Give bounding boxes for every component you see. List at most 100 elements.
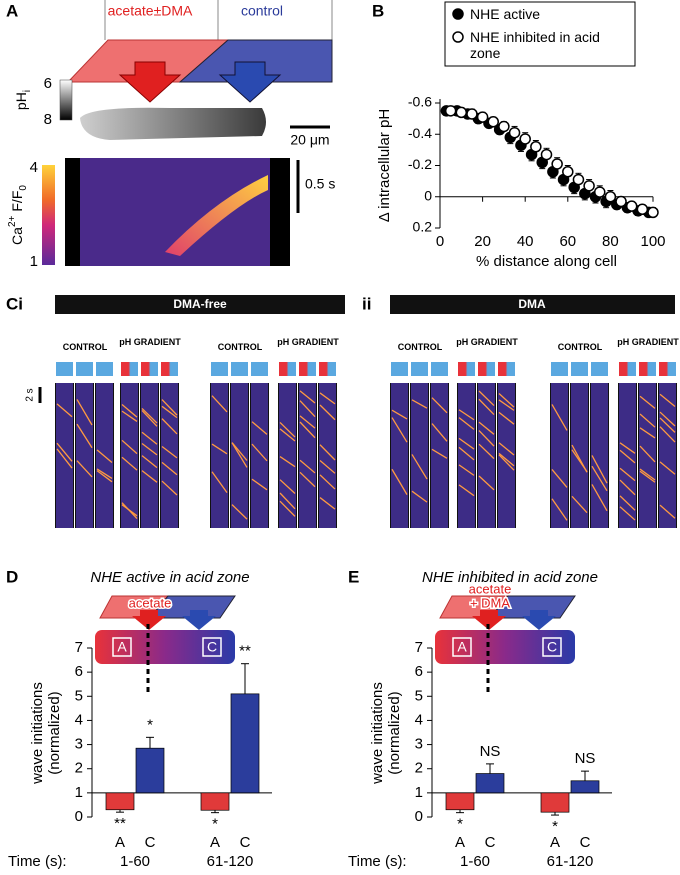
y-tick-label: 5	[75, 687, 83, 704]
y-tick-label: 0.2	[413, 219, 433, 235]
calcium-wave	[639, 427, 656, 439]
stimulus-square	[56, 362, 73, 376]
significance-label: *	[147, 716, 153, 733]
treatment-label: acetate	[469, 581, 512, 596]
calcium-wave	[478, 421, 495, 435]
significance-label: *	[457, 816, 463, 833]
calcium-wave	[161, 461, 178, 476]
calcium-wave	[639, 470, 656, 483]
cell-image	[80, 107, 266, 140]
calcium-wave	[161, 405, 178, 419]
y-label-group: Δ intracellular pH	[376, 109, 393, 222]
data-point	[487, 116, 499, 128]
kymograph-strip	[639, 383, 656, 528]
data-point	[540, 148, 553, 161]
y-tick-label: 6	[75, 663, 83, 680]
panel-label: B	[372, 1, 384, 20]
data-point	[551, 158, 563, 170]
x-tick-label: 60	[559, 233, 576, 250]
kymograph-strip	[431, 383, 448, 528]
arrow	[522, 610, 556, 630]
time-scale-label: 2 s	[25, 388, 36, 401]
y-tick-label: 1	[75, 784, 83, 801]
x-tick-label: A	[455, 834, 465, 851]
calcium-wave	[161, 399, 178, 416]
arrow	[472, 610, 506, 630]
bar	[475, 773, 505, 794]
calcium-wave	[161, 445, 178, 459]
ph-colorbar	[59, 79, 73, 121]
significance-label: *	[212, 816, 218, 833]
calcium-wave	[231, 504, 248, 520]
y-tick-label: 0	[415, 808, 423, 825]
zone-box	[112, 637, 132, 657]
kymograph-strip	[498, 383, 515, 528]
data-point	[476, 111, 489, 123]
significance-label: NS	[575, 750, 596, 767]
y-tick-label: -0.2	[408, 156, 432, 172]
calcium-wave	[96, 470, 113, 483]
kymograph-strip	[299, 383, 316, 528]
stimulus-square	[551, 362, 568, 376]
y-axis-label: wave initiations (normalized)	[29, 681, 63, 784]
bar	[230, 693, 260, 794]
legend-marker	[452, 8, 464, 20]
data-point	[466, 108, 478, 120]
ph-label: pHi	[13, 90, 33, 110]
stimulus-square	[231, 362, 248, 376]
calcium-wave	[659, 417, 676, 433]
calcium-wave	[211, 443, 228, 455]
stimulus-square	[96, 362, 113, 376]
calcium-wave	[659, 504, 676, 519]
data-point	[519, 133, 531, 145]
x-tick-label: A	[550, 834, 560, 851]
calcium-wave	[279, 492, 296, 510]
calcium-wave	[458, 409, 475, 421]
kymograph-strip	[76, 383, 93, 528]
zone-label: C	[547, 639, 557, 655]
calcium-wave	[56, 448, 73, 469]
calcium-wave	[279, 421, 296, 438]
kymograph-strip	[478, 383, 495, 528]
stimulus-square	[76, 362, 93, 376]
stimulus-square	[121, 362, 138, 376]
scale-label: 20 μm	[290, 132, 329, 148]
calcium-wave	[458, 437, 475, 450]
calcium-wave	[211, 395, 228, 413]
calcium-wave	[498, 454, 515, 471]
calcium-wave	[431, 423, 448, 442]
calcium-wave	[319, 497, 336, 510]
calcium-wave	[299, 471, 316, 488]
y-tick-label: 5	[415, 687, 423, 704]
kymograph-strip	[56, 383, 73, 528]
legend-label: NHE inhibited in acid zone	[470, 29, 600, 61]
calcium-wave	[319, 474, 336, 490]
stimulus-square	[391, 362, 408, 376]
calcium-wave	[299, 459, 316, 474]
calcium-wave	[498, 393, 515, 408]
zone-label: A	[117, 639, 127, 655]
stimulus-square	[639, 362, 656, 376]
stimulus-square	[299, 362, 316, 376]
x-axis-label: % distance along cell	[476, 253, 617, 270]
kymograph-strip	[161, 383, 178, 528]
arrow	[218, 61, 282, 103]
kymograph-strip	[211, 383, 228, 528]
calcium-wave	[319, 404, 336, 421]
x-tick-label: A	[210, 834, 220, 851]
calcium-wave	[458, 464, 475, 476]
calcium-wave	[571, 449, 588, 473]
column-label: CONTROL	[557, 342, 603, 352]
calcium-wave	[431, 397, 448, 414]
calcium-wave	[551, 469, 568, 488]
stimulus-square	[498, 362, 515, 376]
arrow	[118, 61, 182, 103]
calcium-wave	[279, 456, 296, 468]
kymograph-strip	[279, 383, 296, 528]
data-point	[444, 105, 457, 117]
calcium-wave	[96, 449, 113, 464]
group-label: 61-120	[207, 853, 254, 870]
column-label: pH GRADIENT	[119, 337, 181, 347]
